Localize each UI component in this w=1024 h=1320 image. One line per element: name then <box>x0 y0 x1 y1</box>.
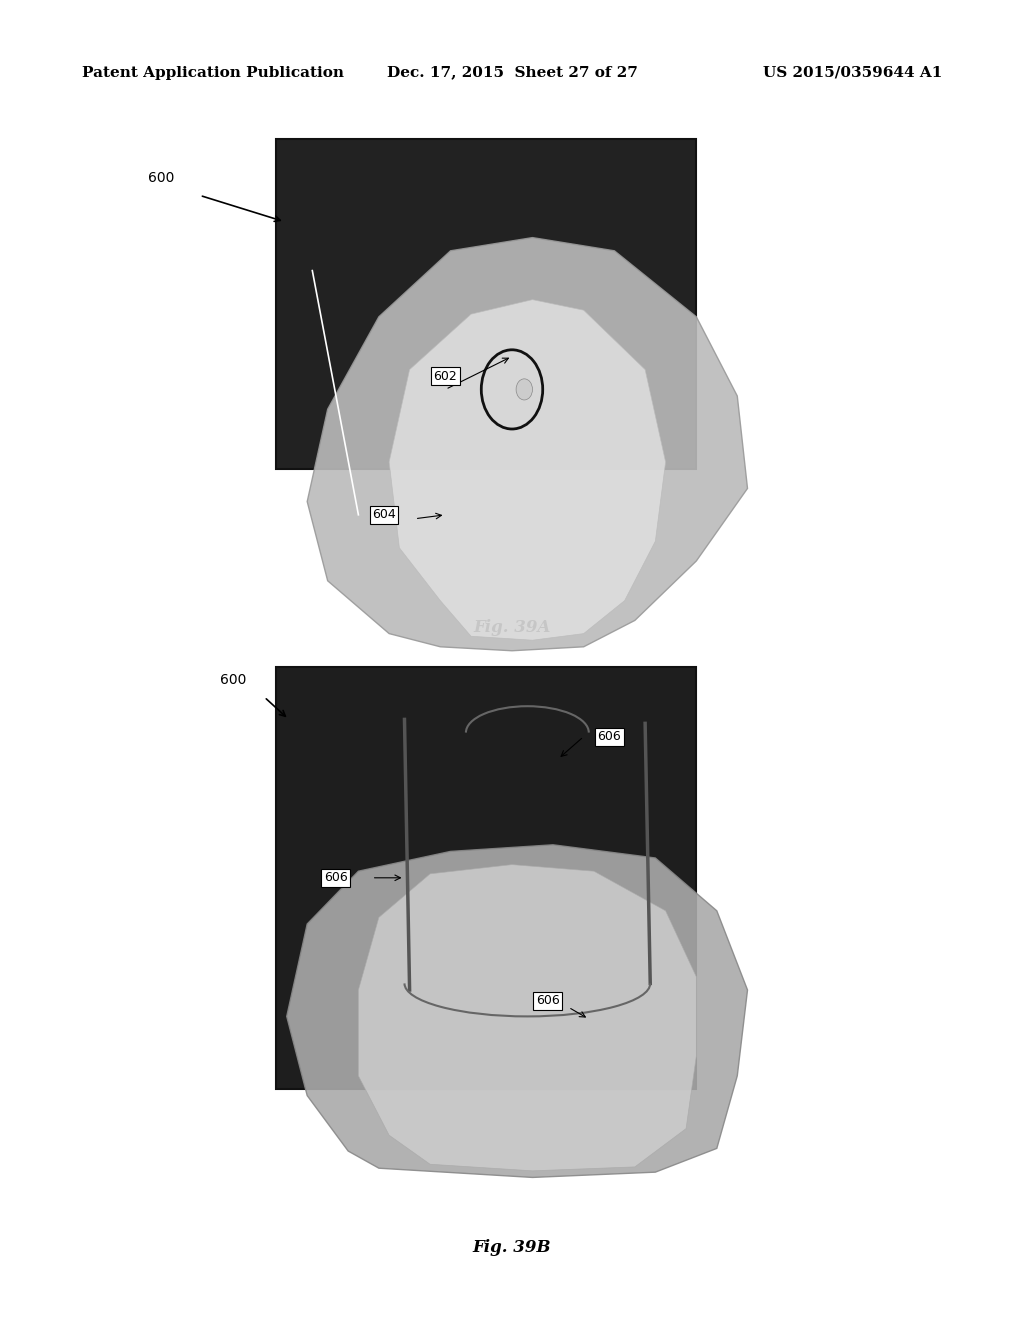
PathPatch shape <box>307 238 748 651</box>
Text: 600: 600 <box>220 673 247 686</box>
Text: Dec. 17, 2015  Sheet 27 of 27: Dec. 17, 2015 Sheet 27 of 27 <box>387 66 637 79</box>
Text: 606: 606 <box>536 994 560 1007</box>
Bar <box>276 139 696 469</box>
Text: Patent Application Publication: Patent Application Publication <box>82 66 344 79</box>
Text: US 2015/0359644 A1: US 2015/0359644 A1 <box>763 66 942 79</box>
PathPatch shape <box>389 300 666 640</box>
Text: 606: 606 <box>597 730 622 743</box>
PathPatch shape <box>287 845 748 1177</box>
Text: Fig. 39B: Fig. 39B <box>473 1239 551 1255</box>
PathPatch shape <box>358 865 696 1171</box>
Text: Fig. 39A: Fig. 39A <box>473 619 551 635</box>
Text: 604: 604 <box>372 508 396 521</box>
Text: 600: 600 <box>148 172 175 185</box>
Bar <box>276 667 696 1089</box>
Text: 602: 602 <box>433 370 458 383</box>
Circle shape <box>516 379 532 400</box>
Text: 606: 606 <box>324 871 348 884</box>
